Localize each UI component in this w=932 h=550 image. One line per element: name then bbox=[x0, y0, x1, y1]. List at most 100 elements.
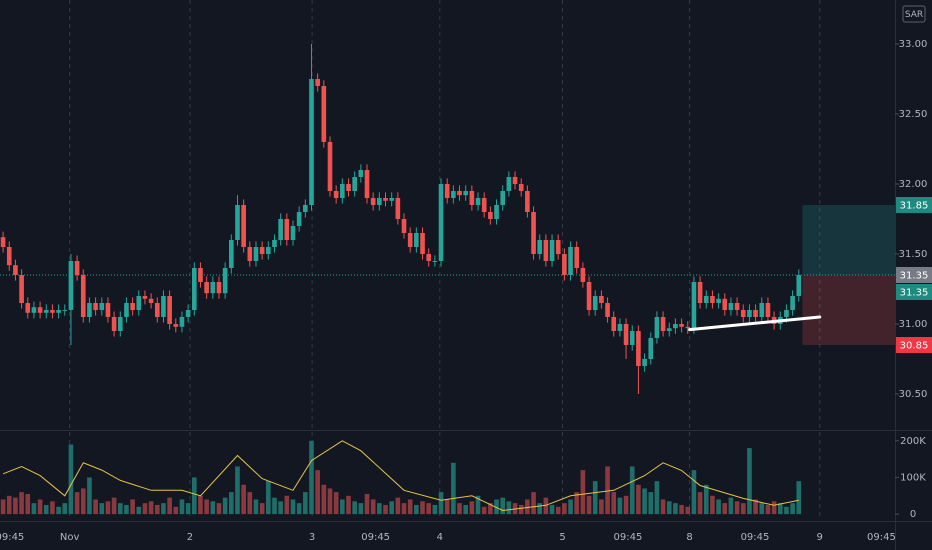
candle-body bbox=[278, 218, 283, 240]
volume-bar bbox=[666, 501, 672, 515]
volume-bar bbox=[50, 501, 55, 515]
volume-bar bbox=[574, 492, 580, 515]
candle-body bbox=[648, 338, 654, 360]
volume-bar bbox=[703, 484, 709, 515]
volume-bar bbox=[796, 481, 802, 515]
candle-body bbox=[352, 176, 357, 191]
volume-bar bbox=[407, 499, 413, 515]
volume-bar bbox=[179, 499, 185, 515]
volume-bar bbox=[74, 492, 80, 515]
volume-bar bbox=[518, 504, 524, 515]
x-tick-label: 3 bbox=[309, 532, 315, 543]
volume-bar bbox=[432, 504, 438, 515]
candle-body bbox=[469, 190, 475, 205]
candle-body bbox=[642, 359, 647, 367]
y-tick-label: 32.00 bbox=[899, 179, 928, 190]
candle-body bbox=[210, 281, 216, 294]
volume-bar bbox=[235, 466, 240, 515]
volume-bar bbox=[31, 503, 37, 515]
x-tick-label: 09:45 bbox=[614, 532, 643, 543]
candle-body bbox=[259, 246, 265, 254]
x-tick-label: 09:45 bbox=[0, 532, 24, 543]
currency-box[interactable] bbox=[902, 5, 926, 23]
candle-body bbox=[512, 176, 518, 184]
candle-body bbox=[543, 239, 549, 261]
target-zone bbox=[802, 204, 895, 275]
volume-bar bbox=[290, 499, 296, 515]
volume-bar bbox=[43, 504, 49, 515]
target-tag: 31.85 bbox=[900, 200, 929, 211]
y-tick-label: 30.50 bbox=[899, 389, 928, 400]
volume-bar bbox=[475, 495, 481, 515]
candle-body bbox=[537, 239, 543, 254]
volume-bar bbox=[80, 488, 86, 515]
volume-bar bbox=[463, 504, 469, 515]
candle-body bbox=[309, 78, 314, 205]
candle-body bbox=[389, 197, 394, 201]
target-tag-bg bbox=[896, 196, 932, 213]
candle-body bbox=[457, 190, 462, 196]
volume-bar bbox=[173, 506, 179, 515]
candle-body bbox=[241, 204, 246, 247]
candle-body bbox=[161, 296, 166, 318]
volume-bar bbox=[383, 504, 388, 515]
candle-body bbox=[599, 296, 604, 304]
volume-bar bbox=[438, 492, 444, 515]
candle-body bbox=[562, 253, 567, 275]
volume-bar bbox=[333, 492, 339, 515]
candle-body bbox=[228, 239, 234, 268]
candle-body bbox=[0, 237, 6, 247]
volume-bar bbox=[259, 503, 265, 515]
volume-bar bbox=[167, 497, 172, 515]
candle-body bbox=[370, 197, 376, 205]
candle-body bbox=[568, 246, 573, 275]
volume-bar bbox=[216, 503, 222, 515]
volume-bar bbox=[790, 503, 795, 515]
candle-body bbox=[790, 296, 795, 311]
candle-body bbox=[31, 307, 37, 313]
volume-bar bbox=[352, 501, 357, 515]
candle-body bbox=[142, 296, 148, 299]
candle-body bbox=[426, 253, 432, 261]
candle-body bbox=[697, 281, 703, 304]
volume-bar bbox=[771, 501, 777, 515]
candle-body bbox=[518, 183, 524, 191]
candle-body bbox=[444, 183, 450, 198]
y-tick-label: 31.50 bbox=[899, 249, 928, 260]
candle-body bbox=[605, 303, 610, 318]
volume-bar bbox=[426, 503, 432, 515]
trend-line bbox=[688, 315, 822, 332]
candle-body bbox=[654, 317, 660, 339]
volume-bar bbox=[444, 499, 450, 515]
volume-bar bbox=[488, 503, 493, 515]
candle-body bbox=[420, 232, 425, 254]
stop-tag-bg bbox=[896, 337, 932, 354]
candle-body bbox=[321, 85, 327, 142]
candle-body bbox=[592, 296, 598, 311]
candle-body bbox=[93, 303, 98, 311]
volume-bar bbox=[562, 503, 567, 515]
candle-body bbox=[703, 296, 709, 304]
volume-bar bbox=[765, 504, 771, 515]
candle-body bbox=[43, 310, 49, 313]
candle-body bbox=[222, 267, 228, 294]
volume-bar bbox=[722, 503, 728, 515]
volume-bar bbox=[759, 503, 765, 515]
volume-bar bbox=[728, 497, 734, 515]
volume-bar bbox=[327, 488, 333, 515]
volume-bar bbox=[191, 477, 197, 515]
volume-bar bbox=[247, 492, 253, 515]
candle-body bbox=[68, 260, 74, 311]
candle-body bbox=[555, 239, 561, 254]
volume-bar bbox=[377, 503, 382, 515]
candle-body bbox=[679, 324, 684, 327]
candle-body bbox=[111, 317, 117, 332]
candle-body bbox=[272, 239, 277, 247]
candle-body bbox=[463, 190, 469, 196]
candle-body bbox=[346, 183, 351, 191]
volume-bar bbox=[648, 492, 654, 515]
volume-bar bbox=[617, 497, 623, 515]
y-tick-label: 33.00 bbox=[899, 39, 928, 50]
candle-body bbox=[315, 78, 320, 86]
candle-body bbox=[154, 303, 160, 318]
